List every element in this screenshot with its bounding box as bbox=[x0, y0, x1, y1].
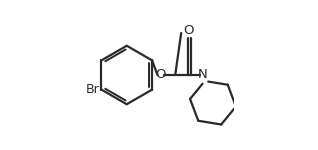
Text: O: O bbox=[184, 24, 194, 36]
Text: Br: Br bbox=[86, 83, 100, 96]
Text: N: N bbox=[197, 69, 207, 81]
Text: O: O bbox=[156, 69, 166, 81]
